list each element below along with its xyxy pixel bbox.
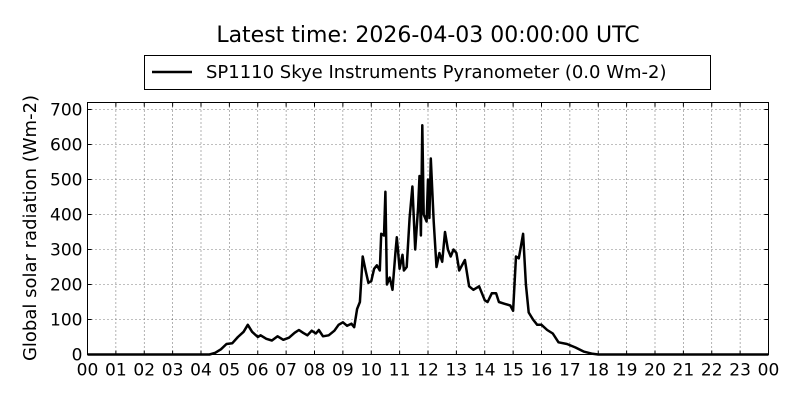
x-tick-label: 03 bbox=[162, 361, 184, 381]
x-tick-label: 04 bbox=[190, 361, 212, 381]
x-tick-label: 08 bbox=[304, 361, 326, 381]
x-tick-label: 01 bbox=[105, 361, 127, 381]
y-ticks: 0 100 200 300 400 500 600 700 bbox=[50, 101, 769, 366]
legend-label: SP1110 Skye Instruments Pyranometer (0.0… bbox=[206, 62, 667, 83]
y-tick-label: 0 bbox=[72, 346, 83, 366]
x-tick-label: 05 bbox=[219, 361, 241, 381]
x-tick-label: 20 bbox=[644, 361, 666, 381]
x-tick-label: 21 bbox=[673, 361, 695, 381]
x-tick-label: 22 bbox=[701, 361, 723, 381]
chart-title: Latest time: 2026-04-03 00:00:00 UTC bbox=[216, 23, 639, 48]
x-tick-label: 19 bbox=[616, 361, 638, 381]
x-tick-label: 23 bbox=[729, 361, 751, 381]
plot-frame bbox=[87, 102, 769, 355]
x-tick-label: 09 bbox=[332, 361, 354, 381]
y-tick-label: 300 bbox=[50, 241, 82, 261]
y-tick-label: 100 bbox=[50, 311, 82, 331]
y-tick-label: 400 bbox=[50, 206, 82, 226]
x-ticks: 00 01 02 03 04 05 06 07 08 09 10 11 12 13 14 15 16 17 18 19… bbox=[77, 102, 780, 381]
x-tick-label: 02 bbox=[133, 361, 155, 381]
x-tick-label: 00 bbox=[77, 361, 99, 381]
x-tick-label: 13 bbox=[446, 361, 468, 381]
x-tick-label: 10 bbox=[360, 361, 382, 381]
y-tick-label: 200 bbox=[50, 276, 82, 296]
grid bbox=[87, 102, 769, 355]
legend: SP1110 Skye Instruments Pyranometer (0.0… bbox=[144, 55, 711, 90]
x-tick-label: 14 bbox=[474, 361, 496, 381]
x-tick-label: 07 bbox=[275, 361, 297, 381]
y-tick-label: 600 bbox=[50, 136, 82, 156]
x-tick-label: 16 bbox=[531, 361, 553, 381]
x-tick-label: 15 bbox=[502, 361, 524, 381]
x-tick-label: 00 bbox=[758, 361, 780, 381]
x-tick-label: 06 bbox=[247, 361, 269, 381]
y-tick-label: 500 bbox=[50, 171, 82, 191]
y-tick-label: 700 bbox=[50, 101, 82, 121]
x-tick-label: 18 bbox=[587, 361, 609, 381]
y-axis-label: Global solar radiation (Wm-2) bbox=[20, 95, 41, 361]
legend-box bbox=[144, 55, 711, 90]
series-line-pyranometer bbox=[87, 124, 769, 356]
x-tick-label: 11 bbox=[389, 361, 411, 381]
x-tick-label: 17 bbox=[559, 361, 581, 381]
x-tick-label: 12 bbox=[417, 361, 439, 381]
